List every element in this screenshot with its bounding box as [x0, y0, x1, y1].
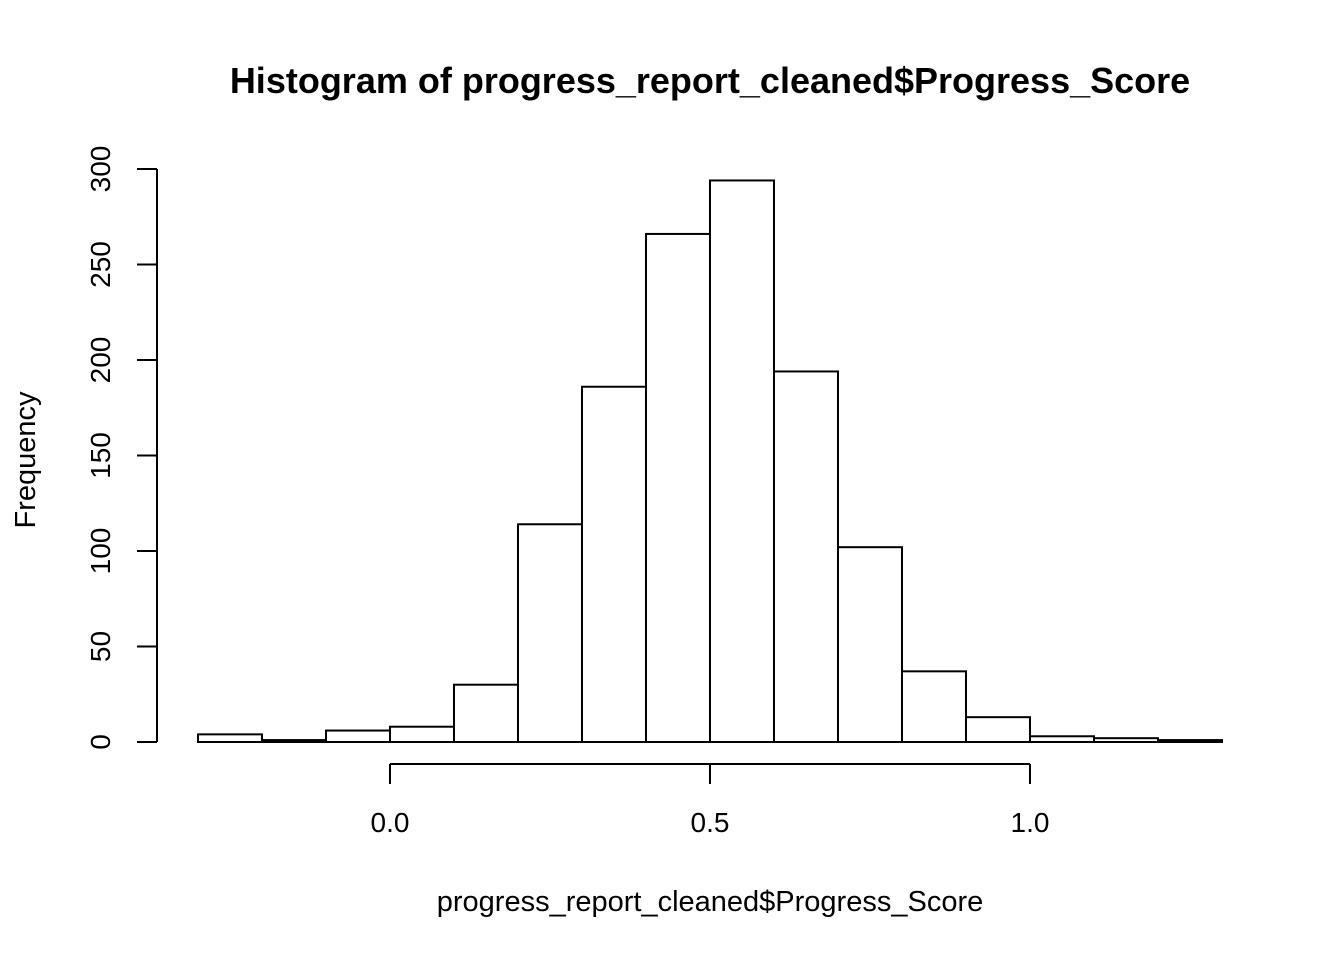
y-tick-label: 150 — [85, 432, 116, 479]
histogram-bar — [453, 683, 519, 744]
y-tick-label: 300 — [85, 146, 116, 193]
histogram-bar — [1093, 737, 1159, 743]
y-tick-label: 100 — [85, 528, 116, 575]
histogram-bar — [1029, 735, 1095, 744]
x-axis: 0.0 0.5 1.0 — [371, 763, 1050, 838]
y-tick-label: 0 — [85, 734, 116, 750]
histogram-bar — [837, 546, 903, 743]
y-tick-label: 200 — [85, 337, 116, 384]
histogram-bar — [773, 370, 839, 743]
x-axis-label: progress_report_cleaned$Progress_Score — [437, 886, 983, 918]
histogram-bar — [709, 179, 775, 743]
histogram-bar — [197, 733, 263, 743]
y-axis-label: Frequency — [10, 391, 42, 529]
histogram-bar — [517, 523, 583, 744]
y-tick-label: 250 — [85, 241, 116, 288]
histogram-bar — [261, 739, 327, 744]
histogram-bar — [1157, 739, 1223, 744]
y-tick-label: 50 — [85, 631, 116, 662]
bars-group — [197, 179, 1223, 744]
x-tick-label: 0.0 — [371, 807, 410, 838]
histogram-bar — [325, 729, 391, 743]
histogram-bar — [901, 670, 967, 744]
histogram-bar — [645, 232, 711, 743]
x-tick-label: 1.0 — [1011, 807, 1050, 838]
chart-title: Histogram of progress_report_cleaned$Pro… — [230, 60, 1190, 101]
histogram-bar — [389, 725, 455, 743]
y-axis: 0 50 100 150 200 250 300 — [85, 146, 158, 750]
x-tick-label: 0.5 — [691, 807, 730, 838]
histogram-bar — [965, 716, 1031, 743]
histogram-bar — [581, 385, 647, 743]
